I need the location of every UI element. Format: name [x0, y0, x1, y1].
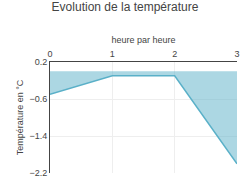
svg-text:3: 3: [234, 49, 239, 59]
svg-text:2: 2: [172, 49, 177, 59]
svg-text:Température en °C: Température en °C: [15, 79, 25, 155]
svg-text:0.2: 0.2: [35, 57, 48, 67]
svg-text:−0.6: −0.6: [29, 94, 47, 104]
svg-text:−2.2: −2.2: [29, 168, 47, 178]
svg-text:heure par heure: heure par heure: [111, 35, 175, 45]
svg-text:Evolution de la température: Evolution de la température: [52, 0, 199, 14]
svg-text:1: 1: [110, 49, 115, 59]
svg-text:0: 0: [47, 49, 52, 59]
svg-text:−1.4: −1.4: [29, 131, 47, 141]
